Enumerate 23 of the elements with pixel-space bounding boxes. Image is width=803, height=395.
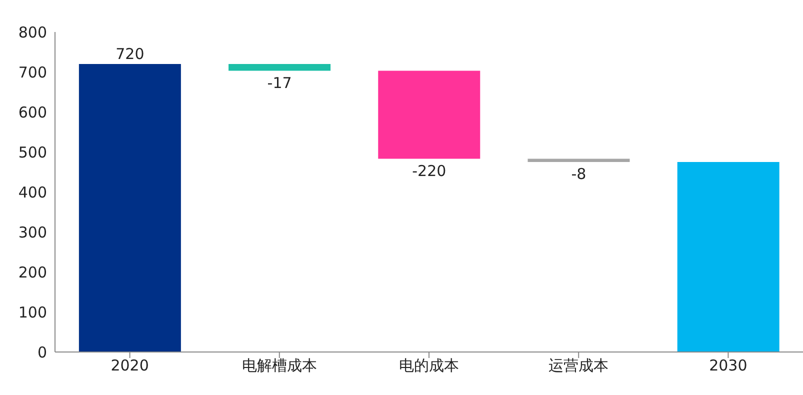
y-tick-label: 300 [18,223,47,242]
y-tick-label: 200 [18,263,47,282]
x-tick-label: 运营成本 [548,356,609,375]
x-tick-label: 电的成本 [399,356,459,375]
bar [378,70,480,159]
y-tick-label: 600 [18,103,47,122]
y-tick-label: 0 [37,343,47,362]
y-tick-label: 800 [18,23,47,42]
y-tick-label: 500 [18,143,47,162]
x-tick-label: 电解槽成本 [242,356,317,375]
x-tick-label: 2020 [110,356,149,375]
data-label: -17 [267,74,292,92]
bar [78,64,181,352]
y-tick-label: 700 [18,63,47,82]
data-label: 720 [116,45,144,63]
bar [677,162,780,352]
bar [528,158,630,162]
y-tick-label: 100 [18,303,47,322]
bar [228,64,331,71]
x-tick-label: 2030 [709,356,748,375]
data-label: -8 [571,165,586,183]
data-label: -220 [412,162,446,180]
y-tick-label: 400 [18,183,47,202]
